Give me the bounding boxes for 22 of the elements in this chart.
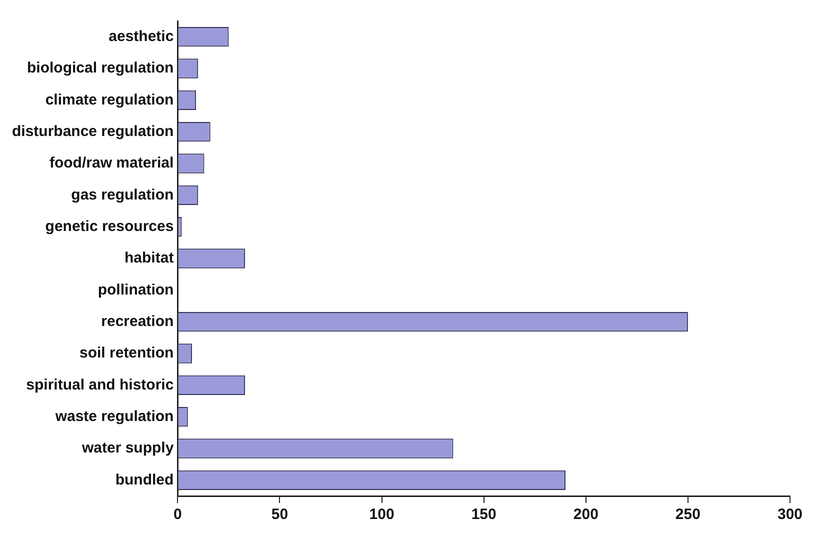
y-tick-label: spiritual and historic	[26, 376, 174, 394]
y-tick-label: aesthetic	[108, 28, 174, 45]
x-tick-label: 50	[271, 506, 288, 524]
x-tick-label: 150	[471, 506, 496, 524]
y-tick-label: habitat	[124, 250, 174, 267]
x-tick-label: 100	[369, 506, 394, 524]
x-tick-label: 200	[573, 506, 598, 524]
y-tick-label: bundled	[115, 471, 174, 488]
y-tick-label: biological regulation	[27, 60, 174, 77]
y-tick-label: recreation	[101, 312, 174, 330]
y-tick-label: gas regulation	[71, 186, 174, 204]
x-tick-label: 250	[675, 506, 700, 524]
y-tick-label: food/raw material	[49, 154, 174, 172]
x-tick-label: 300	[777, 506, 803, 524]
x-tick-label: 0	[174, 506, 182, 524]
y-tick-label: disturbance regulation	[12, 122, 174, 140]
y-tick-label: pollination	[98, 281, 174, 298]
y-tick-label: soil retention	[80, 344, 174, 362]
y-tick-label: genetic resources	[45, 218, 174, 235]
y-tick-label: waste regulation	[54, 408, 174, 425]
y-tick-label: water supply	[80, 440, 174, 457]
y-tick-label: climate regulation	[45, 91, 174, 108]
